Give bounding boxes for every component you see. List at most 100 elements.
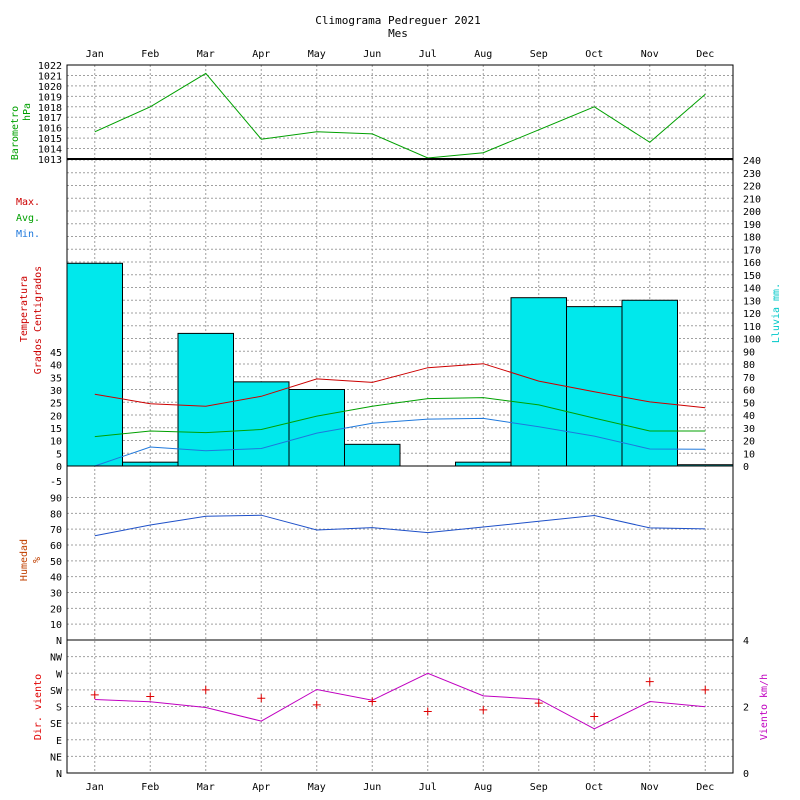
wind-direction-marker (423, 707, 432, 716)
month-tick-label-bottom: Dec (696, 782, 714, 793)
temperature-axis-label: Temperatura (19, 276, 30, 342)
temperature-tick-label: 0 (56, 462, 62, 473)
rain-tick-label: 20 (743, 437, 755, 448)
wind-direction-tick-label: NE (50, 752, 62, 763)
legend-avg-label: Avg. (16, 213, 40, 224)
temperature-tick-label: 35 (50, 373, 62, 384)
temperature-min-line (94, 417, 706, 467)
chart-title: Climograma Pedreguer 2021 (315, 14, 481, 27)
rain-tick-label: 230 (743, 169, 761, 180)
humidity-tick-label: 40 (50, 573, 62, 584)
rain-tick-label: 180 (743, 233, 761, 244)
rain-tick-label: 70 (743, 373, 755, 384)
month-tick-label-top: Oct (585, 49, 603, 60)
month-tick-label-top: Apr (252, 49, 270, 60)
rain-tick-label: 240 (743, 156, 761, 167)
rain-tick-label: 30 (743, 424, 755, 435)
month-tick-label-bottom: May (308, 782, 326, 793)
plot-frame (66, 64, 734, 774)
humidity-tick-label: 90 (50, 494, 62, 505)
rain-tick-label: 120 (743, 309, 761, 320)
barometer-unit-label: hPa (22, 103, 33, 121)
wind-direction-marker (312, 700, 321, 709)
humidity-tick-label: 10 (50, 620, 62, 631)
rain-tick-label: 150 (743, 271, 761, 282)
wind-direction-marker (590, 712, 599, 721)
month-tick-label-top: Aug (474, 49, 492, 60)
wind-speed-line (94, 672, 706, 730)
month-tick-label-bottom: Aug (474, 782, 492, 793)
humidity-tick-label: 30 (50, 589, 62, 600)
rain-bar (510, 297, 567, 467)
rain-bar (233, 381, 290, 467)
month-tick-label-bottom: Sep (530, 782, 548, 793)
barometer-tick-label: 1015 (38, 134, 62, 145)
rain-tick-label: 190 (743, 220, 761, 231)
month-tick-label-bottom: Jun (363, 782, 381, 793)
chart-subtitle: Mes (388, 27, 408, 40)
wind-direction-tick-label: SE (50, 719, 62, 730)
rain-bar (288, 389, 345, 467)
month-tick-label-bottom: Oct (585, 782, 603, 793)
wind-direction-tick-label: W (56, 669, 63, 680)
rain-tick-label: 170 (743, 245, 761, 256)
humidity-unit-label: % (32, 557, 43, 563)
humidity-tick-label: 70 (50, 525, 62, 536)
barometer-tick-label: 1021 (38, 71, 62, 82)
wind-speed-tick-label: 4 (743, 636, 749, 647)
month-tick-label-top: Dec (696, 49, 714, 60)
humidity-axis-label: Humedad (19, 539, 30, 581)
month-tick-label-bottom: Nov (641, 782, 659, 793)
temperature-unit-label: Grados Centigrados (33, 266, 44, 374)
humidity-line (94, 514, 706, 537)
rain-bar (177, 332, 234, 467)
wind-speed-tick-label: 0 (743, 769, 749, 780)
rain-tick-label: 10 (743, 449, 755, 460)
wind-direction-axis-label: Dir. viento (33, 674, 44, 740)
rain-tick-label: 210 (743, 194, 761, 205)
barometer-tick-label: 1014 (38, 145, 62, 156)
temperature-tick-label: 20 (50, 411, 62, 422)
humidity-tick-label: 50 (50, 557, 62, 568)
rain-tick-label: 90 (743, 347, 755, 358)
wind-direction-marker (701, 685, 710, 694)
rain-tick-label: 160 (743, 258, 761, 269)
month-tick-label-bottom: Mar (197, 782, 215, 793)
wind-speed-axis-label: Viento km/h (759, 674, 770, 740)
wind-direction-marker (534, 699, 543, 708)
wind-direction-tick-label: E (56, 736, 62, 747)
rain-bars-layer (66, 262, 734, 467)
wind-direction-marker (479, 705, 488, 714)
rain-tick-label: 140 (743, 284, 761, 295)
humidity-tick-label: 20 (50, 604, 62, 615)
rain-tick-label: 220 (743, 182, 761, 193)
barometer-line (94, 72, 706, 159)
month-tick-label-top: May (308, 49, 326, 60)
wind-direction-tick-label: SW (50, 686, 63, 697)
month-tick-label-top: Jul (419, 49, 437, 60)
month-tick-label-bottom: Jan (86, 782, 104, 793)
barometer-tick-label: 1018 (38, 103, 62, 114)
rain-bar (455, 461, 512, 467)
month-tick-label-top: Jun (363, 49, 381, 60)
wind-direction-tick-label: S (56, 703, 62, 714)
month-tick-label-top: Mar (197, 49, 215, 60)
temperature-tick-label: 25 (50, 399, 62, 410)
barometer-tick-label: 1013 (38, 155, 62, 166)
axis-labels-layer: Jan Jan Feb Feb Mar Mar Apr Apr May May Jun Jun Jul J… (10, 49, 782, 793)
month-tick-label-top: Nov (641, 49, 659, 60)
temperature-avg-line (94, 397, 706, 438)
barometer-tick-label: 1017 (38, 113, 62, 124)
series-lines-layer (90, 72, 710, 730)
rain-bar (122, 461, 179, 467)
rain-tick-label: 40 (743, 411, 755, 422)
month-tick-label-bottom: Jul (419, 782, 437, 793)
temperature-tick-label: 45 (50, 348, 62, 359)
temperature-tick-label: 10 (50, 437, 62, 448)
rain-bar (566, 306, 623, 467)
rain-tick-label: 80 (743, 360, 755, 371)
wind-direction-tick-label: NW (50, 653, 63, 664)
month-tick-label-top: Sep (530, 49, 548, 60)
wind-direction-marker (645, 677, 654, 686)
